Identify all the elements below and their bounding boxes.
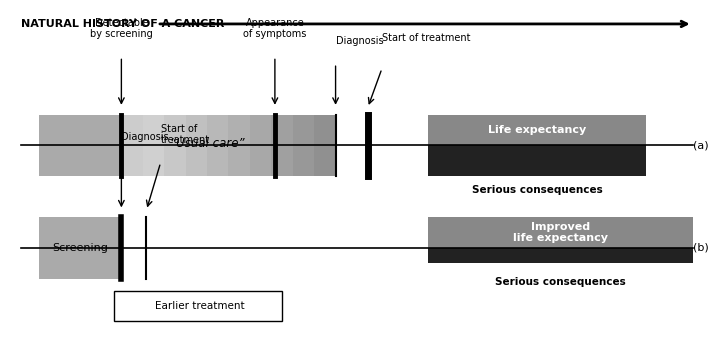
Text: Appearance
of symptoms: Appearance of symptoms (243, 18, 306, 39)
Bar (207, 115, 228, 176)
Text: Serious consequences: Serious consequences (472, 185, 603, 195)
Bar (271, 115, 293, 176)
Bar (293, 115, 314, 176)
Bar (314, 115, 336, 176)
Bar (428, 217, 693, 248)
Bar (250, 115, 271, 176)
Text: Detectable
by screening: Detectable by screening (90, 18, 153, 39)
Bar (228, 115, 250, 176)
Text: (b): (b) (693, 243, 708, 253)
FancyBboxPatch shape (114, 291, 282, 321)
Text: Diagnosis: Diagnosis (121, 132, 169, 142)
Bar (143, 115, 164, 176)
Bar (164, 115, 186, 176)
Bar (39, 115, 121, 176)
Bar (121, 115, 143, 176)
Text: Start of
treatment: Start of treatment (161, 124, 210, 145)
Bar (186, 115, 207, 176)
Text: (a): (a) (693, 140, 708, 150)
Text: Serious consequences: Serious consequences (495, 277, 626, 287)
Text: Earlier treatment: Earlier treatment (155, 301, 245, 311)
Text: Life expectancy: Life expectancy (488, 125, 586, 135)
Text: Improved
life expectancy: Improved life expectancy (513, 222, 608, 244)
Bar (428, 248, 693, 263)
Text: NATURAL HISTORY OF A CANCER: NATURAL HISTORY OF A CANCER (21, 19, 225, 29)
Bar (428, 145, 646, 176)
Bar (428, 115, 646, 145)
Text: “Usual care”: “Usual care” (170, 137, 244, 150)
Text: Diagnosis: Diagnosis (336, 36, 383, 46)
Text: Start of treatment: Start of treatment (382, 33, 471, 43)
Bar (39, 217, 121, 279)
Text: Screening: Screening (52, 243, 109, 253)
